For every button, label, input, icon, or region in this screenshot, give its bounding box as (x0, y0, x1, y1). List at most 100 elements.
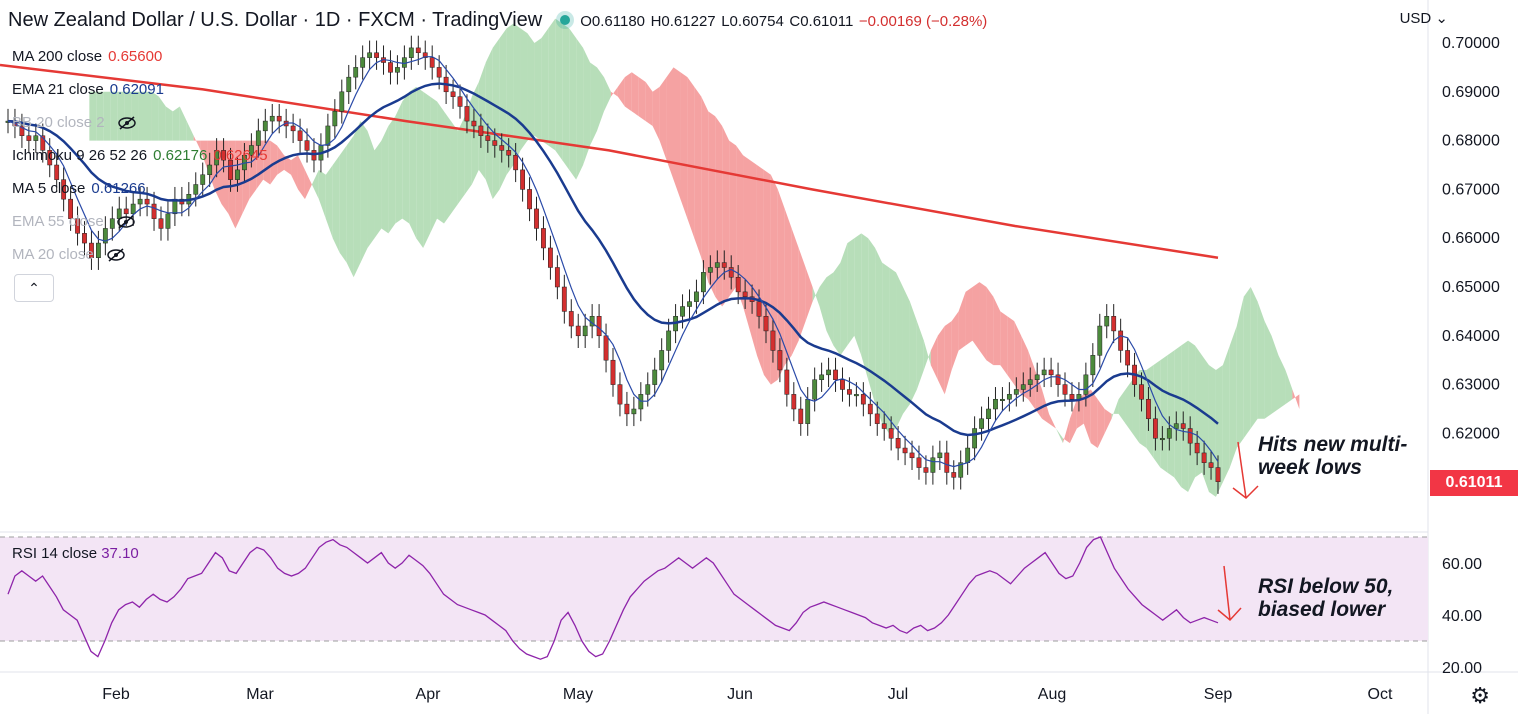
time-tick-label: May (563, 686, 593, 703)
ichimoku-cloud-segment (652, 86, 660, 141)
price-tick-label: 0.69000 (1442, 84, 1500, 101)
legend-ema55[interactable]: EMA 55 close (12, 211, 140, 232)
candle-body (1041, 369, 1047, 376)
eye-hidden-icon[interactable] (116, 215, 136, 229)
candle-body (499, 145, 505, 151)
ichimoku-cloud-segment (339, 145, 347, 263)
ichimoku-cloud-segment (923, 340, 931, 370)
ichimoku-cloud-segment (944, 321, 952, 395)
candle-body (965, 447, 971, 463)
candle-body (1000, 398, 1005, 401)
ichimoku-cloud-segment (979, 282, 987, 361)
ichimoku-cloud-segment (430, 96, 438, 234)
currency-label: USD (1399, 10, 1432, 27)
price-annotation-line2: week lows (1258, 456, 1362, 479)
legend-ema21[interactable]: EMA 21 close 0.62091 (12, 79, 168, 100)
ichimoku-cloud-segment (833, 262, 841, 356)
legend-rsi-value: 37.10 (101, 545, 139, 562)
ichimoku-cloud-segment (444, 111, 451, 224)
ichimoku-cloud-segment (993, 296, 1001, 366)
legend-ma5-value: 0.61266 (91, 180, 146, 197)
price-tick-label: 0.66000 (1442, 230, 1500, 247)
candle-body (986, 408, 991, 420)
ichimoku-cloud-segment (96, 91, 104, 141)
ichimoku-cloud-segment (151, 91, 159, 141)
ichimoku-cloud-segment (680, 72, 688, 219)
candle-body (1013, 389, 1019, 395)
ichimoku-cloud-segment (951, 311, 959, 370)
legend-ma20[interactable]: MA 20 close (12, 244, 130, 265)
time-tick-label: Feb (102, 686, 130, 703)
candle-body (895, 438, 901, 449)
ichimoku-cloud-segment (805, 267, 813, 322)
price-arrow (1232, 441, 1259, 499)
candle-body (1201, 452, 1207, 463)
candle-body (694, 291, 699, 302)
candle-body (297, 130, 303, 141)
symbol-title[interactable]: New Zealand Dollar / U.S. Dollar · 1D · … (8, 9, 543, 31)
candle-body (360, 57, 366, 68)
ichimoku-cloud-segment (958, 291, 966, 351)
ichimoku-cloud-segment (562, 23, 570, 170)
legend-rsi[interactable]: RSI 14 close 37.10 (12, 545, 139, 562)
candle-body (248, 145, 254, 156)
ichimoku-cloud-segment (708, 111, 716, 297)
currency-selector[interactable]: USD ⌄ (1400, 9, 1448, 27)
candle-body (255, 130, 261, 146)
ma200-line (0, 63, 1219, 259)
ichimoku-cloud-segment (131, 91, 139, 141)
ichimoku-cloud-segment (1062, 418, 1070, 444)
ichimoku-cloud-segment (158, 96, 166, 141)
candle-body (561, 286, 567, 312)
candle-body (123, 208, 129, 215)
candle-body (909, 452, 915, 459)
candle-body (1194, 442, 1200, 454)
eye-hidden-icon[interactable] (106, 248, 126, 262)
ichimoku-cloud-segment (868, 238, 876, 405)
ichimoku-cloud-segment (854, 233, 862, 356)
gear-icon[interactable]: ⚙ (1470, 683, 1490, 708)
ichimoku-cloud-segment (1292, 389, 1300, 409)
candle-body (151, 203, 157, 219)
ichimoku-cloud-segment (1014, 321, 1022, 395)
legend-ma5[interactable]: MA 5 close 0.61266 (12, 178, 150, 199)
ichimoku-cloud-segment (284, 155, 292, 175)
candle-body (714, 262, 720, 268)
candle-body (659, 350, 665, 371)
ichimoku-cloud-segment (1278, 355, 1286, 409)
candle-body (1139, 384, 1144, 400)
eye-hidden-icon[interactable] (117, 116, 137, 130)
ichimoku-cloud-segment (1055, 428, 1063, 444)
price-tick-label: 0.70000 (1442, 35, 1500, 52)
candle-body (853, 394, 859, 397)
candle-body (777, 350, 783, 371)
ichimoku-cloud-segment (485, 47, 493, 200)
time-tick-label: Oct (1368, 686, 1393, 703)
candle-body (450, 91, 456, 97)
candle-body (19, 125, 25, 136)
candle-body (742, 291, 748, 298)
legend-bb[interactable]: BB 20 close 2 (12, 112, 141, 133)
ichimoku-cloud-segment (631, 72, 639, 117)
legend-ma200[interactable]: MA 200 close 0.65600 (12, 46, 166, 67)
candle-body (874, 413, 880, 424)
candle-body (492, 140, 498, 146)
ichimoku-cloud-segment (590, 62, 598, 146)
ichimoku-cloud-segment (1111, 399, 1119, 419)
legend-rsi-label: RSI 14 close (12, 545, 98, 562)
ichimoku-cloud-segment (478, 62, 486, 180)
rsi-tick-label: 60.00 (1442, 556, 1482, 573)
legend-ichimoku[interactable]: Ichimoku 9 26 52 26 0.62176 0.62645 (12, 145, 272, 166)
candle-body (200, 174, 206, 185)
legend-ichimoku-value2: 0.62645 (213, 147, 268, 164)
ichimoku-cloud-segment (409, 86, 417, 239)
candle-body (158, 218, 164, 229)
ichimoku-cloud-segment (1285, 369, 1293, 405)
candle-body (617, 384, 623, 405)
ichimoku-cloud-segment (1049, 413, 1056, 429)
collapse-legend-button[interactable]: ⌃ (14, 274, 54, 302)
candle-body (707, 267, 713, 273)
candle-body (1027, 379, 1033, 385)
ichimoku-cloud-segment (1236, 296, 1244, 449)
